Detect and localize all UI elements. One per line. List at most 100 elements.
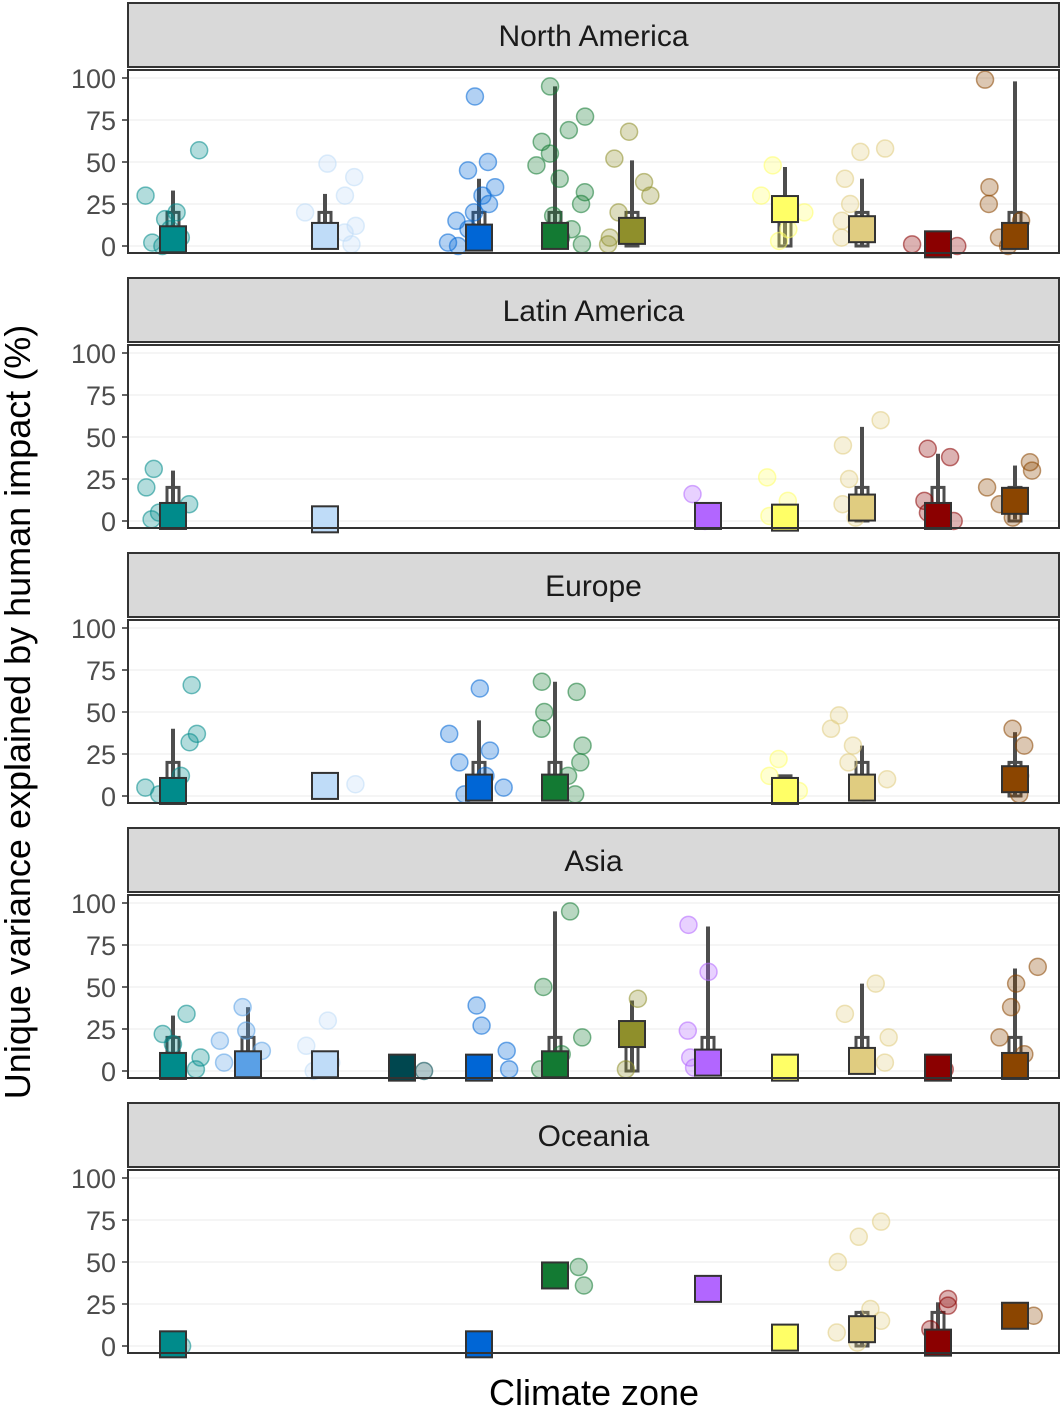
data-point [573, 736, 592, 755]
facet-panel: Asia 0 25 50 75 100 [71, 827, 1060, 1087]
data-point [832, 228, 851, 247]
data-point [572, 235, 592, 254]
data-point [438, 233, 458, 252]
median-marker [1001, 765, 1029, 794]
median-marker [848, 1046, 876, 1075]
median-marker [694, 501, 722, 530]
data-point [565, 785, 585, 804]
data-point [871, 410, 890, 430]
data-point [480, 741, 500, 760]
median-marker [159, 501, 187, 530]
y-tick-label: 100 [71, 1164, 116, 1194]
facet-panel: Latin America 0 25 50 75 100 [71, 277, 1060, 537]
y-tick-label: 0 [101, 1057, 116, 1087]
y-tick-label: 100 [71, 889, 116, 919]
y-tick-label: 50 [86, 1248, 116, 1278]
data-point [829, 706, 849, 725]
panel-border [127, 894, 1060, 1079]
data-point [833, 436, 853, 455]
median-marker [924, 1053, 952, 1082]
median-marker [159, 776, 187, 805]
data-point [137, 478, 156, 497]
data-point [979, 194, 999, 214]
data-point [678, 1021, 698, 1040]
data-point [177, 1004, 196, 1024]
data-point [167, 203, 186, 222]
y-tick-label: 25 [86, 190, 116, 220]
data-point [346, 774, 365, 794]
x-axis-title: Climate zone [489, 1372, 699, 1413]
median-marker [541, 773, 569, 802]
data-point [448, 236, 468, 256]
data-point [902, 235, 922, 254]
data-point [464, 203, 484, 222]
y-tick-label: 75 [86, 106, 116, 136]
data-point [532, 672, 552, 692]
data-point [975, 70, 995, 89]
median-marker [1001, 486, 1029, 515]
data-point [346, 216, 365, 236]
data-point [875, 1053, 895, 1072]
panel-border [127, 619, 1060, 804]
facet-panel: Europe 0 25 50 75 100 [71, 552, 1060, 812]
median-marker [541, 1261, 569, 1290]
data-point [571, 753, 590, 772]
y-tick-label: 100 [71, 64, 116, 94]
data-point [683, 484, 702, 504]
median-marker [618, 216, 646, 245]
median-marker [159, 225, 187, 254]
y-tick-label: 25 [86, 1015, 116, 1045]
data-point [980, 177, 999, 197]
data-point [342, 235, 361, 254]
data-point [877, 769, 897, 789]
data-point [450, 753, 469, 772]
median-marker [771, 1323, 799, 1352]
median-marker [618, 1020, 646, 1049]
data-point [414, 1061, 434, 1081]
median-marker [159, 1051, 187, 1080]
data-point [851, 142, 870, 162]
data-point [605, 149, 624, 168]
data-point [499, 1060, 519, 1079]
data-point [1028, 957, 1048, 977]
data-point [879, 1028, 898, 1047]
data-point [186, 1060, 206, 1079]
median-marker [541, 1050, 569, 1079]
y-tick-label: 50 [86, 148, 116, 178]
data-point [142, 510, 161, 529]
facet-strip [127, 827, 1060, 893]
data-point [571, 194, 591, 214]
median-marker [465, 773, 493, 802]
data-point [918, 439, 937, 459]
data-point [214, 1053, 234, 1072]
median-marker [694, 1274, 722, 1303]
data-point [458, 161, 478, 180]
facet-label: Europe [545, 570, 642, 603]
data-point [990, 1028, 1009, 1047]
data-point [751, 186, 771, 205]
data-point [497, 1041, 516, 1061]
facet-strip [127, 552, 1060, 618]
median-marker [924, 501, 952, 530]
median-marker [465, 1053, 493, 1082]
data-point [318, 1011, 338, 1030]
median-marker [694, 1048, 722, 1077]
facet-label: Asia [564, 845, 623, 878]
data-point [1003, 719, 1022, 739]
median-marker [771, 195, 799, 224]
data-point [335, 186, 355, 205]
median-marker [771, 776, 799, 805]
facet-label: Oceania [538, 1120, 650, 1153]
data-point [598, 235, 618, 254]
data-point [550, 169, 569, 189]
data-point [233, 997, 252, 1017]
y-tick-label: 50 [86, 698, 116, 728]
median-marker [234, 1050, 262, 1079]
panel-border [127, 69, 1060, 254]
data-point [540, 144, 560, 163]
data-point [679, 915, 698, 935]
y-tick-label: 25 [86, 1290, 116, 1320]
data-point [619, 122, 639, 142]
facet-panels: North America 0 25 50 75 100 Latin America 0 25 5… [71, 2, 1060, 1362]
y-tick-label: 100 [71, 339, 116, 369]
